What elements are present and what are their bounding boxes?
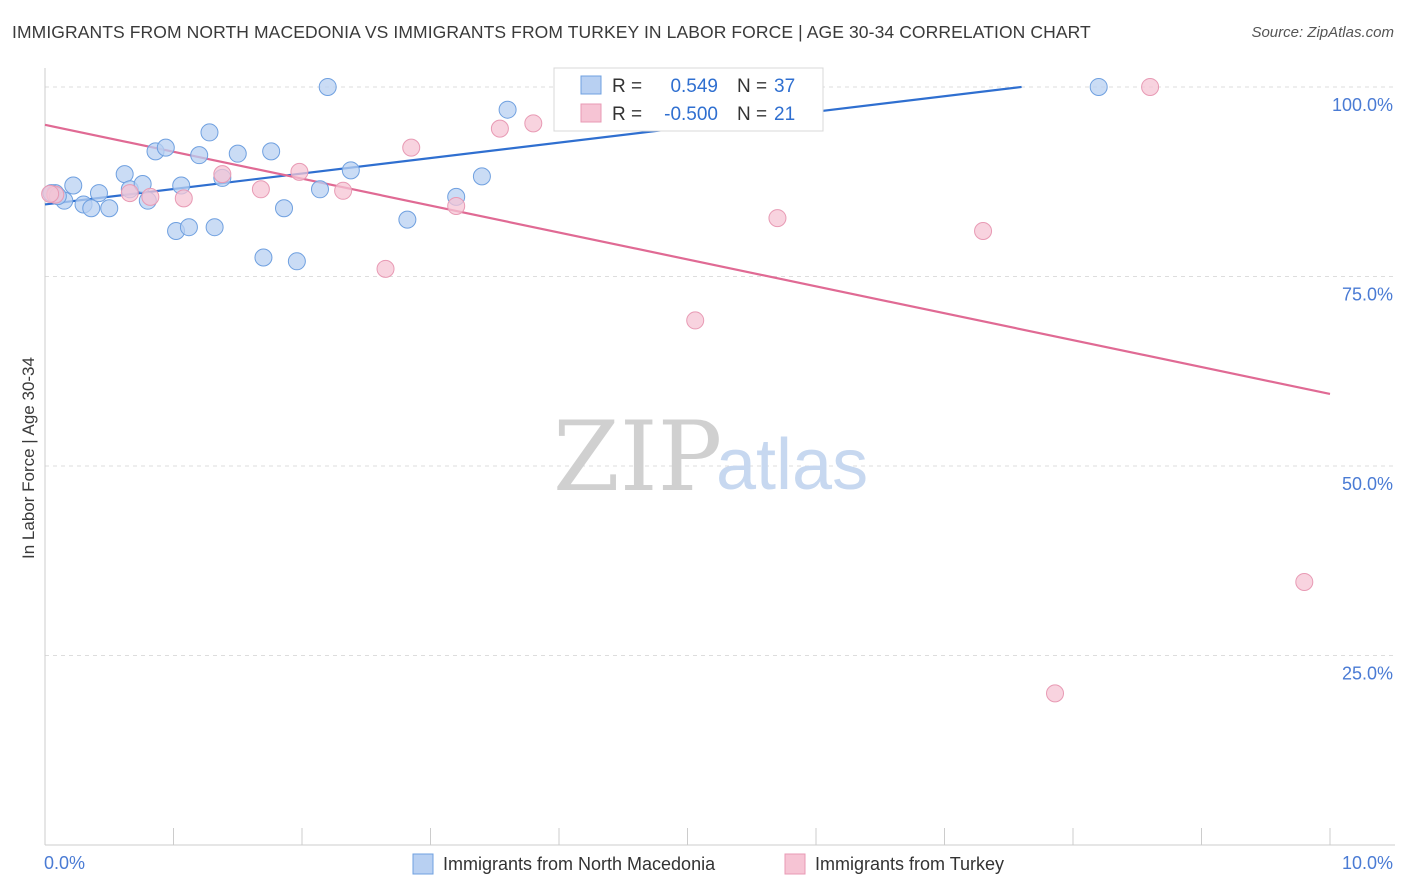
trend-line-series0 [44,85,1022,206]
series-legend-swatch-turkey [784,853,806,875]
point-series0-18 [205,218,224,237]
point-series1-18 [1141,77,1160,96]
point-series1-2 [141,187,160,206]
point-series1-19 [1295,572,1314,591]
point-series0-22 [262,142,281,161]
point-series1-16 [974,221,993,240]
watermark: ZIP atlas [553,401,868,513]
series-legend: Immigrants from North Macedonia Immigran… [412,853,1004,875]
point-series0-17 [200,123,219,142]
point-series1-15 [768,209,787,228]
point-series1-14 [686,311,705,330]
trend-line-series1 [44,123,1331,396]
y-tick-labels: 25.0% 50.0% 75.0% 100.0% [1332,95,1393,684]
chart-title: IMMIGRANTS FROM NORTH MACEDONIA VS IMMIG… [12,22,1091,42]
point-series0-20 [228,144,247,163]
point-series1-5 [251,180,270,199]
legend-n-label-1: N = [737,76,767,97]
data-points [41,77,1314,703]
x-ticks [173,828,1331,845]
series-legend-label-north-macedonia: Immigrants from North Macedonia [443,854,716,874]
legend-swatch-north-macedonia [580,75,602,95]
point-series0-25 [310,180,329,199]
watermark-atlas: atlas [716,425,868,505]
trend-lines [44,85,1331,396]
source-credit: Source: ZipAtlas.com [1251,24,1394,41]
point-series0-6 [100,199,119,218]
legend-n-value-1: 37 [774,76,795,97]
x-tick-label-max: 10.0% [1342,853,1393,873]
series-legend-swatch-north-macedonia [412,853,434,875]
point-series0-34 [1089,77,1108,96]
stats-legend: R = 0.549 N = 37 R = -0.500 N = 21 [553,67,824,132]
point-series1-9 [402,138,421,157]
point-series1-4 [213,165,232,184]
legend-r-value-2: -0.500 [664,104,718,125]
series-legend-label-turkey: Immigrants from Turkey [815,854,1004,874]
legend-swatch-turkey [580,103,602,123]
y-tick-label-75: 75.0% [1342,284,1393,304]
point-series1-8 [376,259,395,278]
legend-r-value-1: 0.549 [670,76,718,97]
y-tick-label-50: 50.0% [1342,474,1393,494]
point-series1-6 [290,162,309,181]
gridlines [45,86,1395,656]
point-series0-23 [275,199,294,218]
y-tick-label-100: 100.0% [1332,95,1393,115]
watermark-zip: ZIP [553,401,722,513]
point-series1-3 [174,189,193,208]
point-series0-12 [156,138,175,157]
x-tick-labels: 0.0% 10.0% [44,853,1393,873]
point-series1-20 [41,184,60,203]
point-series0-24 [287,252,306,271]
legend-r-label-2: R = [612,104,642,125]
point-series1-1 [120,184,139,203]
point-series0-21 [254,248,273,267]
point-series1-11 [490,119,509,138]
point-series0-4 [82,199,101,218]
point-series1-10 [447,196,466,215]
legend-n-value-2: 21 [774,104,795,125]
point-series0-15 [179,218,198,237]
point-series0-2 [64,176,83,195]
point-series0-28 [398,210,417,229]
point-series0-26 [318,77,337,96]
point-series0-7 [115,165,134,184]
point-series0-27 [341,161,360,180]
point-series0-31 [498,100,517,119]
point-series1-12 [524,114,543,133]
legend-n-label-2: N = [737,104,767,125]
point-series1-7 [334,181,353,200]
point-series0-30 [472,167,491,186]
y-tick-label-25: 25.0% [1342,663,1393,683]
legend-r-label-1: R = [612,76,642,97]
point-series1-17 [1046,684,1065,703]
y-axis-title: In Labor Force | Age 30-34 [19,357,38,559]
x-tick-label-min: 0.0% [44,853,85,873]
point-series0-16 [190,146,209,165]
point-series0-5 [89,184,108,203]
